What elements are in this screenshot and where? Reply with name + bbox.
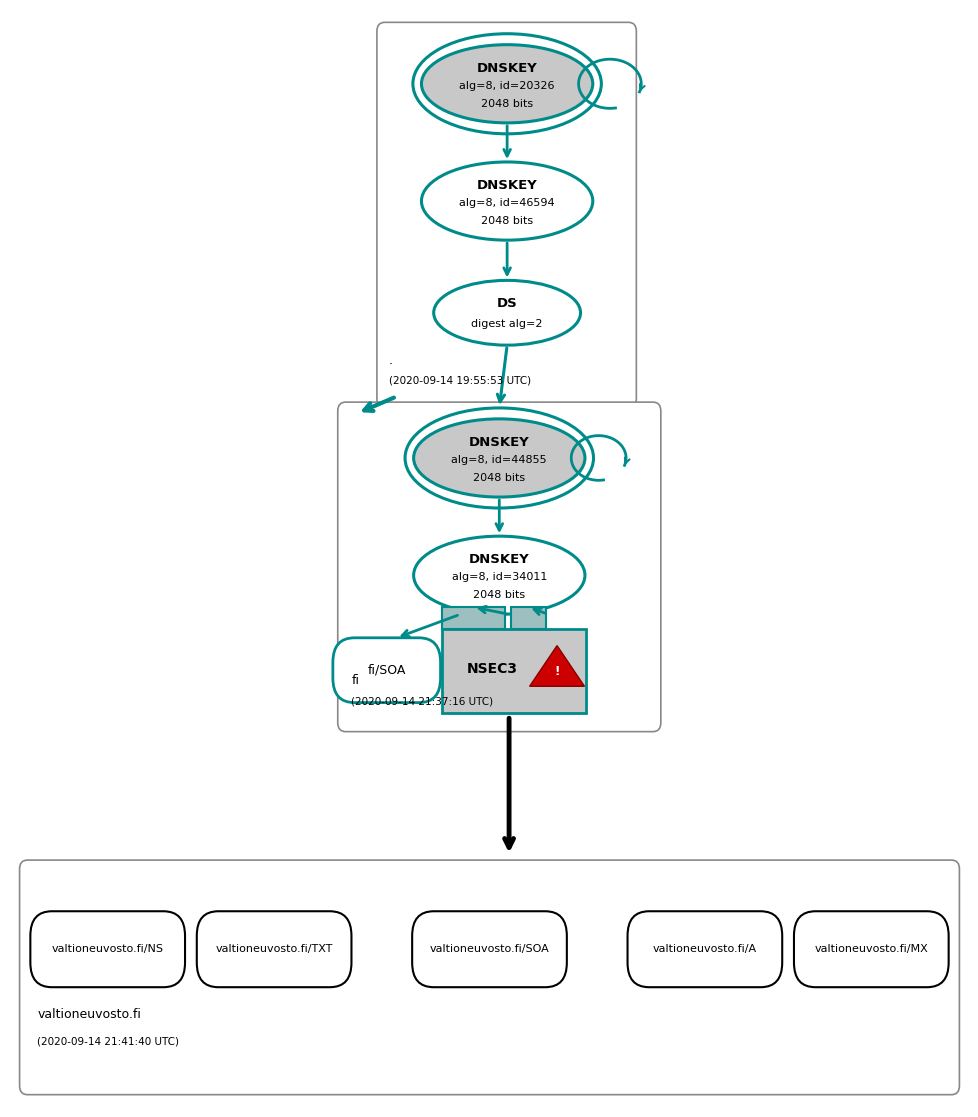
Text: valtioneuvosto.fi/TXT: valtioneuvosto.fi/TXT [215,944,333,954]
Text: 2048 bits: 2048 bits [472,474,525,483]
Text: valtioneuvosto.fi/MX: valtioneuvosto.fi/MX [814,944,927,954]
Text: alg=8, id=44855: alg=8, id=44855 [451,456,547,465]
FancyBboxPatch shape [793,911,948,987]
Text: valtioneuvosto.fi/SOA: valtioneuvosto.fi/SOA [429,944,549,954]
FancyBboxPatch shape [337,402,660,732]
Text: (2020-09-14 21:37:16 UTC): (2020-09-14 21:37:16 UTC) [351,697,493,706]
Text: fi/SOA: fi/SOA [367,663,406,677]
Text: .: . [388,354,392,367]
FancyBboxPatch shape [441,629,586,713]
Text: alg=8, id=34011: alg=8, id=34011 [451,573,547,582]
FancyBboxPatch shape [627,911,781,987]
Text: valtioneuvosto.fi: valtioneuvosto.fi [37,1008,141,1021]
Ellipse shape [433,280,580,345]
Text: fi: fi [351,674,359,687]
FancyBboxPatch shape [412,911,566,987]
Text: DNSKEY: DNSKEY [468,553,529,566]
Text: alg=8, id=20326: alg=8, id=20326 [459,82,555,90]
Ellipse shape [421,162,593,240]
Text: DS: DS [496,297,517,311]
Ellipse shape [413,536,585,614]
Text: digest alg=2: digest alg=2 [470,319,543,328]
FancyBboxPatch shape [30,911,185,987]
Text: alg=8, id=46594: alg=8, id=46594 [459,199,555,208]
Polygon shape [529,646,584,686]
Text: valtioneuvosto.fi/A: valtioneuvosto.fi/A [652,944,756,954]
Text: DNSKEY: DNSKEY [476,179,537,192]
Text: (2020-09-14 21:41:40 UTC): (2020-09-14 21:41:40 UTC) [37,1037,179,1046]
Text: !: ! [554,665,559,678]
FancyBboxPatch shape [511,607,546,629]
Text: NSEC3: NSEC3 [467,662,517,676]
Text: DNSKEY: DNSKEY [468,436,529,449]
FancyBboxPatch shape [20,860,958,1095]
Text: DNSKEY: DNSKEY [476,61,537,75]
Text: valtioneuvosto.fi/NS: valtioneuvosto.fi/NS [52,944,163,954]
FancyBboxPatch shape [441,607,505,629]
Ellipse shape [413,419,585,497]
FancyBboxPatch shape [377,22,636,408]
FancyBboxPatch shape [333,638,440,703]
FancyBboxPatch shape [197,911,351,987]
Ellipse shape [421,45,593,123]
Text: (2020-09-14 19:55:53 UTC): (2020-09-14 19:55:53 UTC) [388,376,530,385]
Text: 2048 bits: 2048 bits [472,591,525,600]
Text: 2048 bits: 2048 bits [480,99,533,108]
Text: 2048 bits: 2048 bits [480,217,533,226]
